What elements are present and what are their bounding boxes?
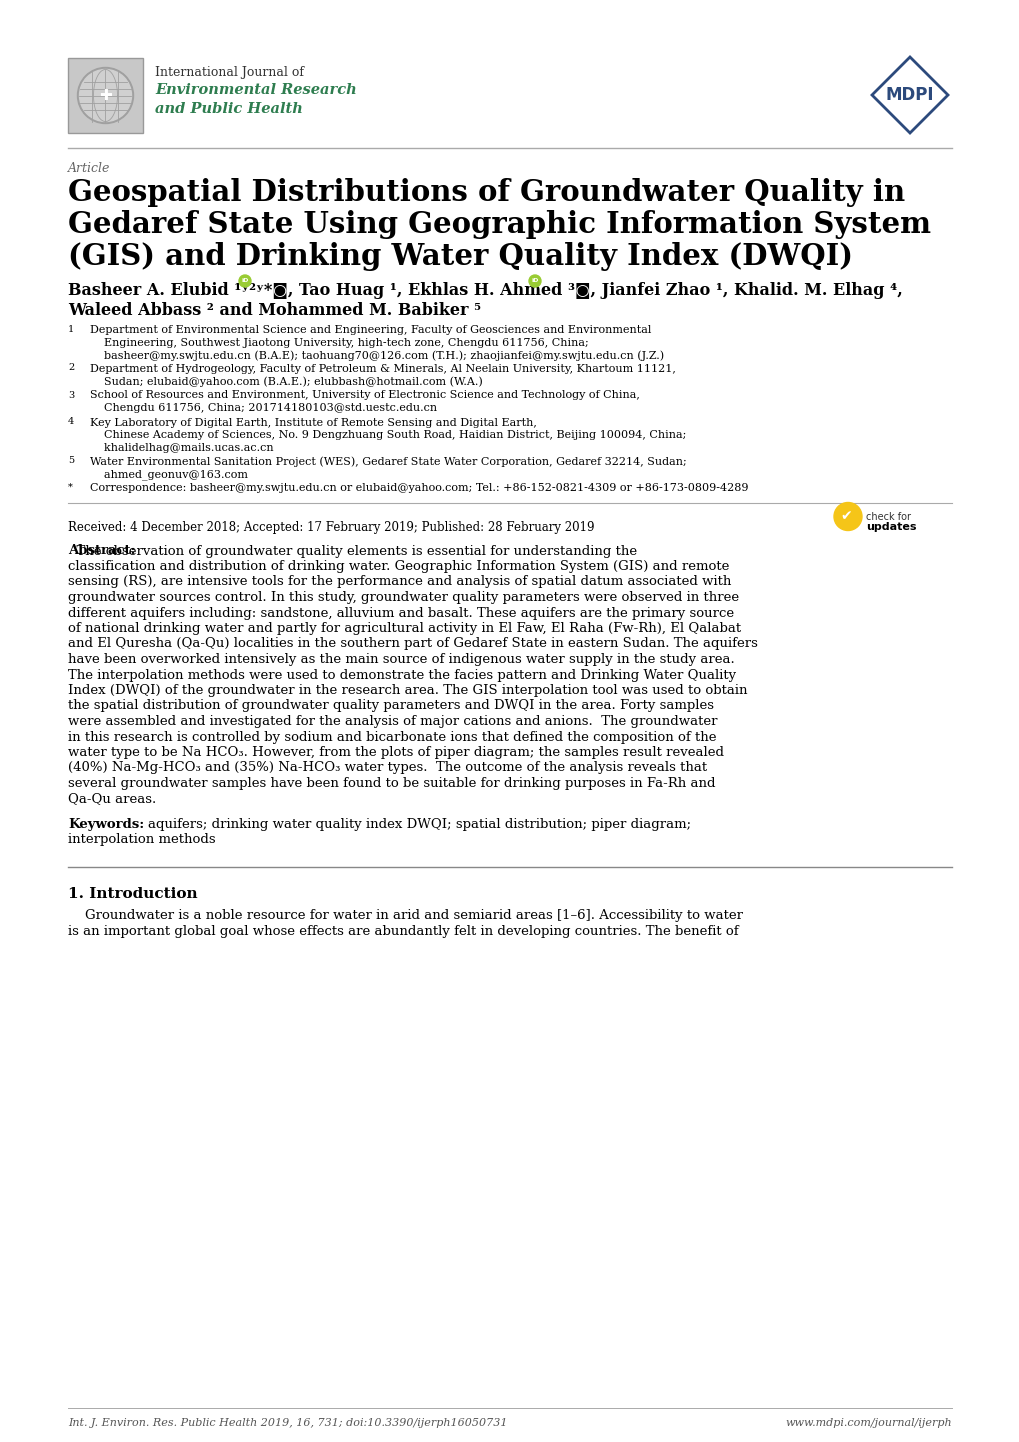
Circle shape bbox=[834, 502, 861, 531]
Text: 3: 3 bbox=[68, 391, 74, 399]
Text: interpolation methods: interpolation methods bbox=[68, 833, 215, 846]
Text: School of Resources and Environment, University of Electronic Science and Techno: School of Resources and Environment, Uni… bbox=[90, 391, 639, 414]
Text: is an important global goal whose effects are abundantly felt in developing coun: is an important global goal whose effect… bbox=[68, 924, 738, 937]
Text: Basheer A. Elubid ¹ʸ²ʸ*◙, Tao Huag ¹, Ekhlas H. Ahmed ³◙, Jianfei Zhao ¹, Khalid: Basheer A. Elubid ¹ʸ²ʸ*◙, Tao Huag ¹, Ek… bbox=[68, 283, 902, 298]
Text: Groundwater is a noble resource for water in arid and semiarid areas [1–6]. Acce: Groundwater is a noble resource for wate… bbox=[68, 908, 742, 921]
Circle shape bbox=[79, 69, 131, 121]
Text: were assembled and investigated for the analysis of major cations and anions.  T: were assembled and investigated for the … bbox=[68, 715, 716, 728]
Text: Abstract:: Abstract: bbox=[68, 545, 136, 558]
Text: ✚: ✚ bbox=[99, 88, 112, 102]
Text: iD: iD bbox=[242, 278, 249, 284]
Text: Department of Hydrogeology, Faculty of Petroleum & Minerals, Al Neelain Universi: Department of Hydrogeology, Faculty of P… bbox=[90, 363, 676, 386]
Text: Keywords:: Keywords: bbox=[68, 818, 144, 831]
Circle shape bbox=[238, 275, 251, 287]
Text: 1: 1 bbox=[68, 324, 74, 335]
Text: water type to be Na HCO₃. However, from the plots of piper diagram; the samples : water type to be Na HCO₃. However, from … bbox=[68, 746, 723, 758]
Text: (GIS) and Drinking Water Quality Index (DWQI): (GIS) and Drinking Water Quality Index (… bbox=[68, 242, 852, 271]
Circle shape bbox=[77, 68, 133, 124]
Text: ✔: ✔ bbox=[840, 509, 851, 523]
Text: MDPI: MDPI bbox=[884, 87, 933, 104]
Text: Waleed Abbass ² and Mohammed M. Babiker ⁵: Waleed Abbass ² and Mohammed M. Babiker … bbox=[68, 301, 481, 319]
Text: The interpolation methods were used to demonstrate the facies pattern and Drinki: The interpolation methods were used to d… bbox=[68, 669, 736, 682]
Text: Correspondence: basheer@my.swjtu.edu.cn or elubaid@yahoo.com; Tel.: +86-152-0821: Correspondence: basheer@my.swjtu.edu.cn … bbox=[90, 483, 748, 493]
Text: Department of Environmental Science and Engineering, Faculty of Geosciences and : Department of Environmental Science and … bbox=[90, 324, 663, 362]
Text: 5: 5 bbox=[68, 456, 74, 464]
Bar bbox=[68, 58, 143, 133]
Text: International Journal of: International Journal of bbox=[155, 66, 304, 79]
Text: updates: updates bbox=[865, 522, 916, 532]
Circle shape bbox=[529, 275, 540, 287]
Text: Key Laboratory of Digital Earth, Institute of Remote Sensing and Digital Earth,
: Key Laboratory of Digital Earth, Institu… bbox=[90, 418, 686, 453]
Text: The observation of groundwater quality elements is essential for understanding t: The observation of groundwater quality e… bbox=[68, 545, 637, 558]
Text: Environmental Research: Environmental Research bbox=[155, 84, 357, 97]
Text: have been overworked intensively as the main source of indigenous water supply i: have been overworked intensively as the … bbox=[68, 653, 734, 666]
Text: of national drinking water and partly for agricultural activity in El Faw, El Ra: of national drinking water and partly fo… bbox=[68, 622, 741, 634]
Text: several groundwater samples have been found to be suitable for drinking purposes: several groundwater samples have been fo… bbox=[68, 777, 714, 790]
Text: 1. Introduction: 1. Introduction bbox=[68, 887, 198, 901]
Text: sensing (RS), are intensive tools for the performance and analysis of spatial da: sensing (RS), are intensive tools for th… bbox=[68, 575, 731, 588]
Text: in this research is controlled by sodium and bicarbonate ions that defined the c: in this research is controlled by sodium… bbox=[68, 731, 715, 744]
Text: Geospatial Distributions of Groundwater Quality in: Geospatial Distributions of Groundwater … bbox=[68, 177, 904, 208]
Text: *: * bbox=[68, 483, 72, 492]
Text: Qa-Qu areas.: Qa-Qu areas. bbox=[68, 793, 156, 806]
Text: classification and distribution of drinking water. Geographic Information System: classification and distribution of drink… bbox=[68, 559, 729, 572]
Text: check for: check for bbox=[865, 512, 910, 522]
Text: iD: iD bbox=[531, 278, 538, 284]
Text: the spatial distribution of groundwater quality parameters and DWQI in the area.: the spatial distribution of groundwater … bbox=[68, 699, 713, 712]
Text: and El Quresha (Qa-Qu) localities in the southern part of Gedaref State in easte: and El Quresha (Qa-Qu) localities in the… bbox=[68, 637, 757, 650]
Text: www.mdpi.com/journal/ijerph: www.mdpi.com/journal/ijerph bbox=[785, 1417, 951, 1428]
Text: aquifers; drinking water quality index DWQI; spatial distribution; piper diagram: aquifers; drinking water quality index D… bbox=[148, 818, 691, 831]
Text: Int. J. Environ. Res. Public Health 2019, 16, 731; doi:10.3390/ijerph16050731: Int. J. Environ. Res. Public Health 2019… bbox=[68, 1417, 507, 1428]
Text: different aquifers including: sandstone, alluvium and basalt. These aquifers are: different aquifers including: sandstone,… bbox=[68, 607, 734, 620]
Text: Index (DWQI) of the groundwater in the research area. The GIS interpolation tool: Index (DWQI) of the groundwater in the r… bbox=[68, 684, 747, 696]
Text: Water Environmental Sanitation Project (WES), Gedaref State Water Corporation, G: Water Environmental Sanitation Project (… bbox=[90, 456, 686, 480]
Text: 4: 4 bbox=[68, 418, 74, 427]
Text: 2: 2 bbox=[68, 363, 74, 372]
Text: Received: 4 December 2018; Accepted: 17 February 2019; Published: 28 February 20: Received: 4 December 2018; Accepted: 17 … bbox=[68, 521, 594, 534]
Text: (40%) Na-Mg-HCO₃ and (35%) Na-HCO₃ water types.  The outcome of the analysis rev: (40%) Na-Mg-HCO₃ and (35%) Na-HCO₃ water… bbox=[68, 761, 706, 774]
Text: groundwater sources control. In this study, groundwater quality parameters were : groundwater sources control. In this stu… bbox=[68, 591, 739, 604]
Text: Gedaref State Using Geographic Information System: Gedaref State Using Geographic Informati… bbox=[68, 211, 930, 239]
Text: and Public Health: and Public Health bbox=[155, 102, 303, 115]
Text: Article: Article bbox=[68, 162, 110, 174]
